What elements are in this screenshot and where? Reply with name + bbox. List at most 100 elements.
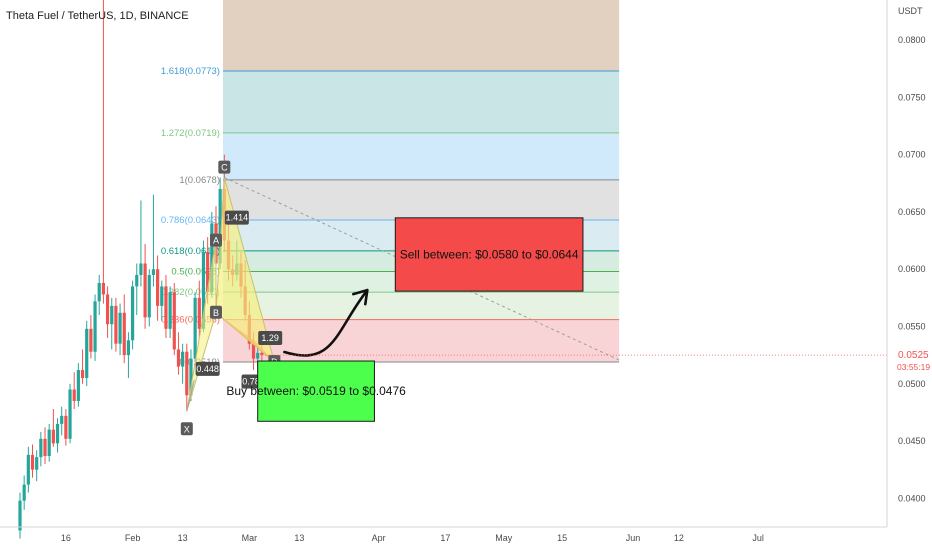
time-tick-label: 12 [674,533,684,543]
fib-band [222,292,620,320]
time-tick-label: Jul [752,533,764,543]
candle-body [35,457,39,470]
fib-band [222,0,620,72]
currency-label: USDT [898,6,923,16]
candle-body [164,286,168,329]
time-tick-label: Mar [242,533,258,543]
time-tick-label: 17 [440,533,450,543]
candle-body [51,429,55,444]
candle-body [26,454,30,485]
price-tick-label: 0.0650 [898,207,926,217]
candle-body [18,500,22,531]
price-tick-label: 0.0500 [898,379,926,389]
candle-body [251,343,256,359]
harmonic-point-marker [209,233,222,247]
ratio-label: 1.414 [226,213,249,223]
fib-level-label: 1.272(0.0719) [161,128,220,139]
fib-band [222,179,620,220]
candle-body [260,352,264,356]
time-tick-label: 13 [178,533,188,543]
candle-body [93,301,97,352]
candle-body [110,305,114,325]
fib-band [222,132,620,180]
price-tick-label: 0.0450 [898,436,926,446]
fib-level-label: 0.236(0.0556) [161,315,220,326]
hand-drawn-arrow [283,288,369,357]
price-tick-label: 0.0550 [898,322,926,332]
candle-body [218,189,222,264]
buy-zone-box [257,360,375,422]
candle-body [197,297,201,329]
candle-body [176,349,181,367]
candle-body [130,286,135,341]
harmonic-point-label: B [213,308,219,318]
candle-body [68,389,72,439]
candle-body [30,454,35,470]
buy-zone-label: Buy between: $0.0519 to $0.0476 [226,384,406,398]
arrow-head-icon [352,288,369,306]
current-price-value: 0.0525 [898,350,929,361]
time-tick-label: Feb [125,533,141,543]
candle-body [105,294,110,325]
candle-body [114,305,118,344]
price-tick-label: 0.0700 [898,150,926,160]
pattern-line-xd [186,379,195,412]
ratio-label: 0.786 [242,377,265,387]
fib-level-label: 0.5(0.0598) [171,267,220,278]
harmonic-point-marker [180,422,193,436]
candle-body [60,415,64,424]
candle-body [181,351,185,367]
candle-body [43,438,47,456]
fib-level-label: 0.618(0.0616) [161,246,220,257]
price-tick-label: 0.0750 [898,92,926,102]
sell-zone-box [394,217,584,292]
candle-body [101,282,105,295]
sell-zone-label: Sell between: $0.0580 to $0.0644 [400,247,579,261]
fib-level-label: 0.786(0.0643) [161,215,220,226]
candle-body [185,351,189,396]
ratio-label: 0.448 [196,364,219,374]
candle-body [126,340,131,356]
candle-body [135,274,139,287]
ratio-label: 1.29 [261,333,279,343]
time-tick-label: May [495,533,513,543]
price-tick-label: 0.0600 [898,264,926,274]
candle-body [172,292,176,350]
candle-body [160,286,164,306]
candle-body [80,370,85,379]
candle-body [97,282,101,302]
ratio-label-background [224,210,249,225]
candle-body [256,352,260,359]
candle-body [143,263,147,318]
fib-level-label: 1.618(0.0773) [161,66,220,77]
fib-level-label: 0.382(0.0580) [161,287,220,298]
harmonic-point-marker [218,160,231,174]
harmonic-point-marker [209,305,222,319]
candle-body [76,370,80,401]
price-tick-label: 0.0400 [898,493,926,503]
candle-body [189,358,193,396]
ratio-label-background [258,330,283,345]
candle-body [168,292,172,329]
candle-body [122,312,126,356]
fib-band [222,71,620,133]
time-tick-label: 13 [294,533,304,543]
trade-zones: Buy between: $0.0519 to $0.0476 Sell betw… [226,217,887,422]
candle-body [156,269,160,306]
candle-body [210,223,214,293]
candle-body [72,389,76,401]
candle-body [89,328,93,352]
candle-body [193,297,197,359]
candle-body [47,429,51,456]
candle-body [55,423,60,444]
candle-body [64,415,68,439]
fib-level-label: 1(0.0678) [179,175,220,186]
candle-body [206,252,210,293]
time-tick-label: Apr [372,533,386,543]
candle-body [151,269,156,275]
candle-body [139,263,143,275]
candle-body [147,274,151,318]
